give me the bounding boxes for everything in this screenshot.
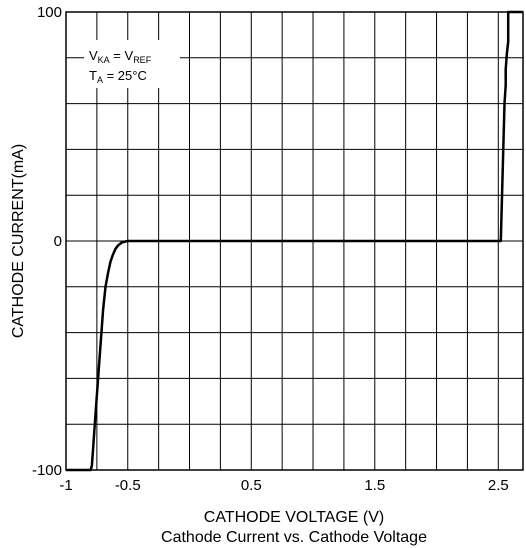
y-axis-label: CATHODE CURRENT(mA)	[10, 144, 27, 338]
x-tick-label: 1.5	[364, 477, 385, 494]
x-tick-labels: -1 -0.5 0.5 1.5 2.5	[59, 477, 508, 494]
annotation: VKA = VREF TA = 25°C	[84, 40, 180, 88]
y-tick-label: -100	[32, 462, 62, 479]
x-tick-label: 0.5	[241, 477, 262, 494]
y-tick-label: 100	[37, 4, 62, 21]
x-tick-label: 2.5	[488, 477, 509, 494]
y-tick-label: 0	[54, 233, 62, 250]
chart-caption: Cathode Current vs. Cathode Voltage	[161, 529, 427, 546]
y-tick-labels: -100 0 100	[32, 4, 62, 479]
x-axis-label: CATHODE VOLTAGE (V)	[204, 509, 384, 526]
x-tick-label: -1	[59, 477, 72, 494]
x-tick-label: -0.5	[115, 477, 141, 494]
